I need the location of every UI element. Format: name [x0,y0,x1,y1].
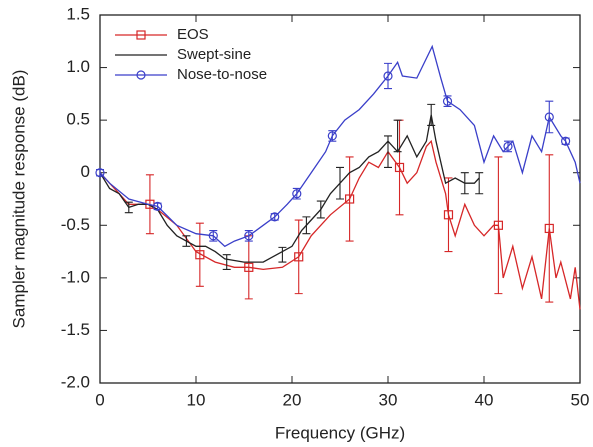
series-line [99,139,581,310]
x-tick-label: 10 [187,390,206,409]
y-tick-label: -1.5 [61,320,90,339]
data-marker [443,210,454,220]
error-bar [384,62,392,90]
x-tick-label: 30 [379,390,398,409]
legend-label: Swept-sine [177,46,251,63]
data-marker [503,141,513,152]
data-marker [244,231,254,241]
data-marker [244,262,254,272]
error-bar [336,166,344,200]
error-bar [222,254,231,270]
series-line [99,114,480,263]
data-marker [208,231,218,241]
data-marker [383,71,393,81]
legend-marker [136,70,146,80]
error-bar [494,156,503,295]
error-bar [444,177,453,253]
x-tick-label: 40 [475,390,494,409]
data-marker [560,136,571,146]
data-marker [544,223,554,234]
error-bar [302,216,311,235]
legend-marker [136,30,146,40]
error-bar [182,235,191,247]
data-marker [345,194,355,204]
data-marker [493,220,503,230]
data-marker [442,96,453,106]
y-tick-label: 0 [81,162,90,181]
y-tick-label: 0.5 [66,110,90,129]
legend-label: EOS [177,26,209,43]
error-bar [460,172,469,195]
y-tick-label: -2.0 [61,372,90,391]
data-marker [544,112,554,122]
error-bar [278,246,287,263]
data-marker [153,201,163,211]
error-bar [475,172,484,195]
plot-frame [99,14,581,384]
error-bar [316,200,325,219]
error-bar [345,156,354,242]
y-axis-title: Sampler magnitude response (dB) [9,70,28,329]
y-tick-label: -1.0 [61,267,90,286]
data-marker [292,189,302,199]
data-marker [394,162,405,173]
data-marker [294,252,304,262]
error-bar [427,103,436,126]
y-tick-label: 1.5 [66,4,90,23]
data-marker [327,131,337,141]
data-marker [95,168,105,178]
y-tick-label: 1.0 [66,57,90,76]
error-bar [395,119,404,216]
error-bar [545,154,554,303]
x-tick-label: 0 [95,390,104,409]
data-marker [195,250,205,260]
data-marker [270,212,280,222]
legend-label: Nose-to-nose [177,66,267,83]
y-tick-label: -0.5 [61,215,90,234]
error-bar [384,135,392,169]
error-bar [393,119,402,153]
x-tick-label: 20 [283,390,302,409]
error-bar [124,201,133,214]
error-bar [294,219,303,295]
x-tick-label: 50 [571,390,590,409]
x-axis-title: Frequency (GHz) [275,423,405,442]
error-bar [545,100,554,134]
